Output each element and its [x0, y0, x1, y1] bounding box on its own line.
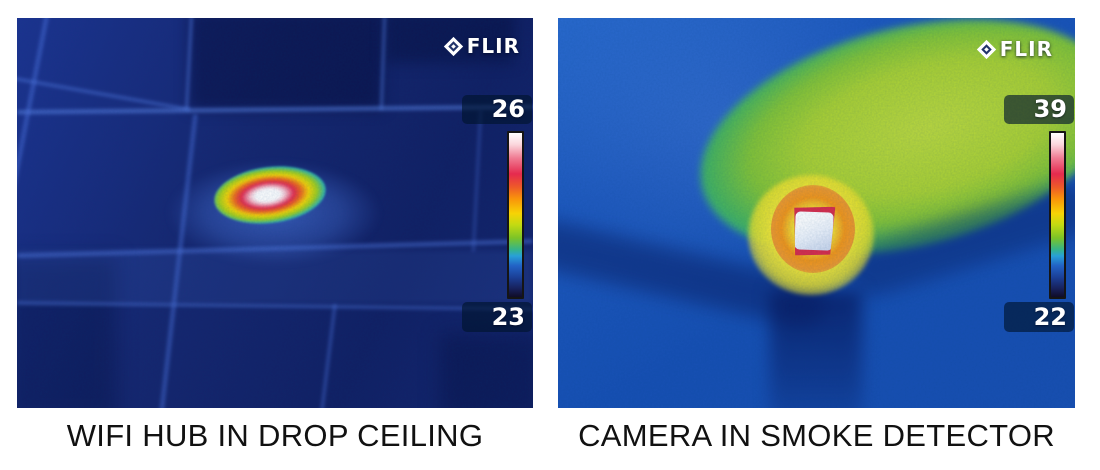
sensor-noise-overlay: [17, 18, 533, 408]
temp-max-label: 26: [462, 95, 532, 124]
color-scale-bar: [507, 131, 524, 299]
flir-logo: FLIR: [443, 34, 520, 58]
caption-smoke-detector: CAMERA IN SMOKE DETECTOR: [578, 418, 1055, 453]
thermal-image-wifi-hub: FLIR 26 23: [17, 18, 533, 408]
temp-min-label: 23: [462, 302, 532, 332]
temp-min-label: 22: [1004, 302, 1074, 332]
flir-wordmark: FLIR: [999, 37, 1053, 61]
flir-diamond-icon: [443, 36, 463, 56]
temp-max-label: 39: [1004, 95, 1074, 124]
flir-logo: FLIR: [976, 37, 1053, 61]
thermal-image-smoke-detector: FLIR 39 22: [558, 18, 1075, 408]
caption-wifi-hub: WIFI HUB IN DROP CEILING: [66, 418, 484, 453]
sensor-noise-overlay: [558, 18, 1075, 408]
flir-wordmark: FLIR: [466, 34, 520, 58]
color-scale-bar: [1049, 131, 1066, 299]
flir-diamond-icon: [976, 39, 996, 59]
